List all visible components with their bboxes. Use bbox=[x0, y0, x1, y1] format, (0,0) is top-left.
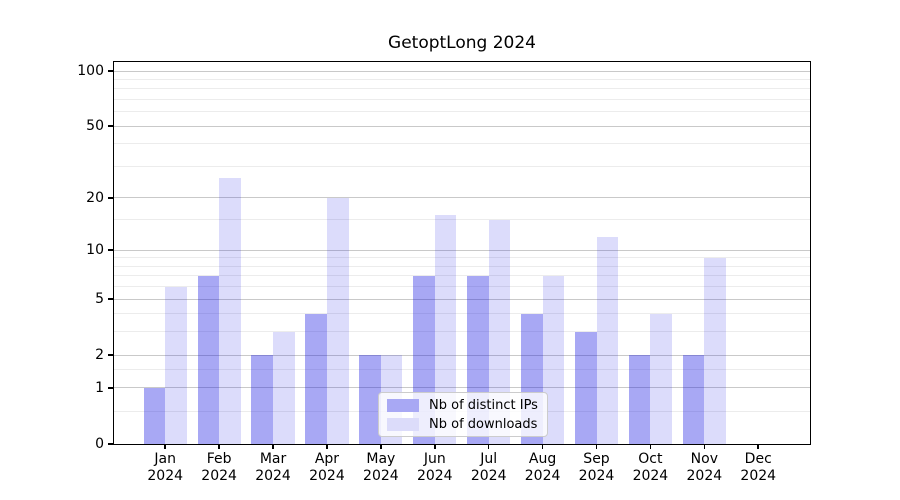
x-tick-mark-oct bbox=[649, 445, 652, 449]
bar-downloads-oct bbox=[650, 313, 672, 444]
legend: Nb of distinct IPs Nb of downloads bbox=[378, 392, 548, 437]
gridline-major-20 bbox=[114, 197, 810, 199]
bar-distinct-ips-sep bbox=[574, 331, 597, 444]
x-tick-mark-nov bbox=[703, 445, 706, 449]
gridline-minor-6 bbox=[114, 286, 810, 288]
x-tick-mark-apr bbox=[326, 445, 328, 449]
x-tick-mark-jan bbox=[164, 445, 166, 449]
x-tick-label-jan: Jan 2024 bbox=[147, 451, 184, 484]
x-tick-label-nov: Nov 2024 bbox=[686, 451, 723, 484]
bar-distinct-ips-jan bbox=[143, 387, 166, 444]
x-tick-label-feb: Feb 2024 bbox=[201, 451, 237, 484]
plot-area: Nb of distinct IPs Nb of downloads bbox=[113, 61, 811, 445]
x-tick-label-apr: Apr 2024 bbox=[309, 451, 345, 484]
gridline-major-100 bbox=[114, 70, 810, 72]
y-tick-label-5: 5 bbox=[95, 291, 104, 308]
x-tick-label-jun: Jun 2024 bbox=[416, 451, 453, 484]
x-tick-mark-mar bbox=[272, 445, 274, 449]
legend-swatch-downloads bbox=[387, 417, 419, 431]
gridline-minor-4 bbox=[114, 313, 810, 315]
x-tick-label-dec: Dec 2024 bbox=[740, 451, 777, 484]
y-tick-label-100: 100 bbox=[77, 63, 104, 79]
gridline-major-5 bbox=[114, 298, 810, 300]
y-tick-label-10: 10 bbox=[86, 242, 104, 259]
x-tick-label-mar: Mar 2024 bbox=[255, 451, 291, 484]
bar-downloads-jun bbox=[434, 215, 457, 444]
x-tick-mark-sep bbox=[595, 445, 598, 449]
gridline-minor-70 bbox=[114, 98, 810, 100]
gridline-minor-7 bbox=[114, 275, 810, 277]
y-tick-label-2: 2 bbox=[95, 347, 104, 364]
bar-downloads-apr bbox=[326, 197, 349, 444]
chart-title: GetoptLong 2024 bbox=[388, 33, 536, 53]
bar-downloads-jul bbox=[488, 219, 511, 444]
x-tick-mark-may bbox=[380, 445, 382, 449]
gridline-major-50 bbox=[114, 125, 810, 127]
x-tick-label-may: May 2024 bbox=[363, 451, 399, 484]
bar-distinct-ips-nov bbox=[682, 355, 705, 444]
x-tick-mark-feb bbox=[218, 445, 220, 449]
y-tick-label-50: 50 bbox=[86, 118, 104, 135]
bar-downloads-jan bbox=[165, 286, 187, 444]
bar-downloads-feb bbox=[219, 177, 241, 444]
y-tick-mark-5 bbox=[108, 298, 113, 300]
bar-distinct-ips-may bbox=[359, 355, 381, 444]
y-tick-mark-100 bbox=[108, 70, 113, 72]
bar-downloads-nov bbox=[704, 257, 726, 444]
y-tick-mark-10 bbox=[108, 249, 113, 251]
gridline-major-1 bbox=[114, 387, 810, 389]
bar-distinct-ips-apr bbox=[305, 313, 327, 444]
x-tick-label-aug: Aug 2024 bbox=[524, 451, 561, 484]
gridline-minor-15 bbox=[114, 219, 810, 221]
x-tick-label-oct: Oct 2024 bbox=[632, 451, 669, 484]
y-tick-label-1: 1 bbox=[95, 379, 104, 396]
legend-label-distinct-ips: Nb of distinct IPs bbox=[429, 397, 538, 413]
x-tick-mark-jun bbox=[434, 445, 436, 449]
y-tick-mark-1 bbox=[108, 387, 113, 389]
gridline-minor-40 bbox=[114, 143, 810, 145]
legend-swatch-distinct-ips bbox=[387, 398, 419, 412]
x-tick-mark-dec bbox=[757, 445, 759, 449]
gridline-minor-1_5 bbox=[114, 369, 810, 371]
y-tick-label-20: 20 bbox=[86, 189, 104, 206]
gridline-minor-90 bbox=[114, 78, 810, 80]
gridline-major-10 bbox=[114, 249, 810, 251]
y-tick-mark-2 bbox=[108, 354, 113, 356]
bar-distinct-ips-feb bbox=[197, 275, 220, 444]
legend-label-downloads: Nb of downloads bbox=[429, 416, 538, 432]
y-tick-label-0: 0 bbox=[95, 436, 104, 452]
gridline-minor-60 bbox=[114, 111, 810, 113]
x-tick-mark-aug bbox=[541, 445, 544, 449]
gridline-minor-80 bbox=[114, 88, 810, 90]
y-tick-mark-0 bbox=[108, 443, 113, 445]
x-tick-mark-jul bbox=[487, 445, 490, 449]
x-tick-label-sep: Sep 2024 bbox=[578, 451, 615, 484]
gridline-minor-3 bbox=[114, 331, 810, 333]
y-tick-mark-20 bbox=[108, 197, 113, 199]
y-tick-mark-50 bbox=[108, 125, 113, 127]
gridline-major-2 bbox=[114, 354, 810, 356]
bar-downloads-sep bbox=[596, 236, 619, 444]
bar-distinct-ips-oct bbox=[628, 355, 651, 444]
gridline-minor-8 bbox=[114, 265, 810, 267]
bar-downloads-mar bbox=[273, 331, 295, 444]
legend-row-downloads: Nb of downloads bbox=[387, 417, 539, 432]
gridline-minor-30 bbox=[114, 165, 810, 167]
bar-distinct-ips-mar bbox=[251, 355, 274, 444]
x-tick-label-jul: Jul 2024 bbox=[470, 451, 507, 484]
gridline-minor-9 bbox=[114, 257, 810, 259]
legend-row-distinct-ips: Nb of distinct IPs bbox=[387, 398, 539, 413]
